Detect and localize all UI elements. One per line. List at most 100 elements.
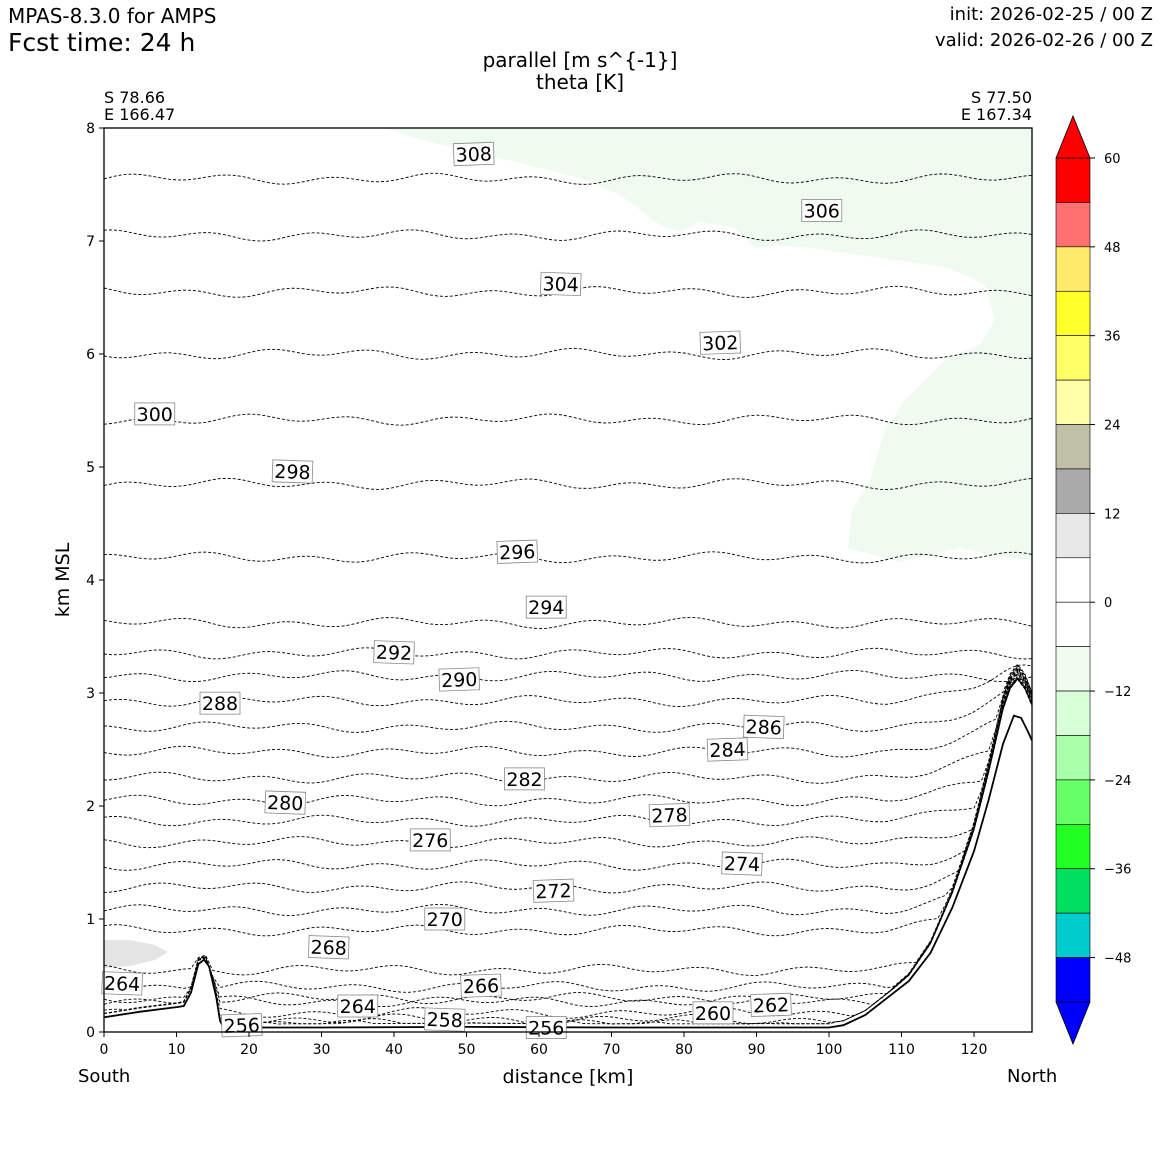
contour-label: 256 <box>220 1013 263 1038</box>
colorbar-swatch <box>1055 646 1091 692</box>
contour-label: 272 <box>532 878 575 903</box>
x-tick-label: 10 <box>168 1042 186 1058</box>
theta-contour-line <box>104 678 1032 1025</box>
x-tick-label: 60 <box>530 1042 548 1058</box>
colorbar-swatch <box>1055 735 1091 781</box>
colorbar-swatch <box>1055 912 1091 958</box>
contour-label-text: 264 <box>340 996 376 1018</box>
theta-contour-line <box>104 347 1032 360</box>
theta-contour-line <box>104 551 1032 564</box>
contour-label: 308 <box>452 141 495 167</box>
x-tick-label: 40 <box>385 1042 403 1058</box>
colorbar-tick-label: 24 <box>1104 419 1121 434</box>
contour-label-text: 274 <box>723 853 760 876</box>
colorbar-swatch <box>1055 246 1091 292</box>
theta-contour-line <box>104 678 1032 1025</box>
y-tick-label: 8 <box>86 121 95 137</box>
colorbar-swatch <box>1055 157 1091 203</box>
colorbar-swatch <box>1055 779 1091 825</box>
theta-contour-line <box>104 285 1032 298</box>
contour-label-text: 260 <box>695 1003 731 1025</box>
contour-label: 264 <box>337 994 379 1018</box>
x-tick-label: 0 <box>100 1042 109 1058</box>
y-tick-label: 4 <box>86 573 95 589</box>
y-tick-label: 6 <box>86 347 95 363</box>
valid-time: valid: 2026-02-26 / 00 Z <box>935 30 1153 51</box>
contour-label-text: 262 <box>753 994 790 1017</box>
right-endpoint-lat: S 77.50 <box>970 88 1032 107</box>
init-time: init: 2026-02-25 / 00 Z <box>949 4 1153 25</box>
x-tick-label: 100 <box>816 1042 843 1058</box>
contour-label: 292 <box>373 640 415 665</box>
theta-contour-line <box>104 668 1032 827</box>
theta-contour-line <box>104 670 1032 871</box>
theta-contour-line <box>104 672 1032 916</box>
colorbar-swatch <box>1055 424 1091 470</box>
left-endpoint-lat: S 78.66 <box>104 88 166 107</box>
contour-label: 294 <box>525 595 567 619</box>
left-endpoint-lon: E 166.47 <box>104 105 176 124</box>
contour-label: 304 <box>539 271 582 297</box>
contour-label: 280 <box>264 790 307 815</box>
contour-label: 274 <box>721 851 763 876</box>
terrain-outline <box>104 714 1032 1029</box>
colorbar-swatch <box>1055 601 1091 647</box>
y-tick-label: 2 <box>86 799 95 815</box>
y-tick-label: 0 <box>86 1025 95 1041</box>
y-tick-label: 7 <box>86 234 95 250</box>
colorbar: 60 48 36 24 12 0 −12 −24 −36 −48 <box>1055 114 1131 1046</box>
contour-label-text: 292 <box>375 642 412 665</box>
contour-label: 286 <box>742 714 785 740</box>
colorbar-extend-max <box>1055 114 1091 159</box>
colorbar-swatch <box>1055 202 1091 248</box>
contour-label: 284 <box>706 737 749 762</box>
contour-label-text: 264 <box>104 973 141 996</box>
theta-contour-line <box>104 172 1032 185</box>
x-tick-label: 30 <box>313 1042 331 1058</box>
contour-label: 300 <box>134 402 176 426</box>
x-tick-label: 70 <box>603 1042 621 1058</box>
x-axis-label: distance [km] <box>503 1066 634 1088</box>
forecast-time: Fcst time: 24 h <box>8 28 196 57</box>
contour-label-text: 308 <box>455 143 492 166</box>
theta-contour-line <box>104 677 1032 1019</box>
contour-label-text: 286 <box>745 716 782 739</box>
x-tick-label: 20 <box>240 1042 258 1058</box>
y-tick-label: 3 <box>86 686 95 702</box>
theta-contour-line <box>104 675 1032 976</box>
theta-contour-line <box>104 229 1032 242</box>
contour-label-text: 268 <box>310 937 347 960</box>
contour-label: 290 <box>438 667 481 692</box>
contour-label-text: 278 <box>651 804 688 827</box>
north-label: North <box>1007 1066 1058 1087</box>
contour-label: 288 <box>199 691 241 715</box>
x-tick-label: 120 <box>961 1042 988 1058</box>
theta-contour-line <box>104 671 1032 894</box>
contour-label: 266 <box>460 973 502 998</box>
theta-contour-line <box>104 669 1032 849</box>
contour-label: 306 <box>801 199 843 222</box>
contour-label-text: 302 <box>702 332 739 355</box>
contour-label-text: 298 <box>274 461 311 484</box>
chart-title-line1: parallel [m s^{-1}] <box>482 48 678 72</box>
theta-contour-line <box>104 664 1032 707</box>
shade-green-region <box>385 128 1032 562</box>
colorbar-swatch <box>1055 379 1091 425</box>
contour-label: 264 <box>101 971 143 996</box>
colorbar-swatch <box>1055 957 1091 1003</box>
colorbar-tick-label: 12 <box>1104 507 1121 522</box>
colorbar-tick-label: 36 <box>1104 330 1121 345</box>
contour-label: 260 <box>692 1001 734 1025</box>
contour-label: 302 <box>699 330 742 355</box>
contour-label: 262 <box>750 992 792 1018</box>
colorbar-tick-label: −24 <box>1104 774 1131 789</box>
colorbar-swatch <box>1055 335 1091 381</box>
colorbar-tick-label: 60 <box>1104 152 1121 167</box>
shade-gray-region <box>104 940 168 968</box>
colorbar-tick-label: −48 <box>1104 952 1131 967</box>
theta-contour-line <box>104 477 1032 490</box>
colorbar-swatch <box>1055 468 1091 514</box>
colorbar-swatch <box>1055 513 1091 559</box>
contour-label-text: 288 <box>202 693 238 715</box>
